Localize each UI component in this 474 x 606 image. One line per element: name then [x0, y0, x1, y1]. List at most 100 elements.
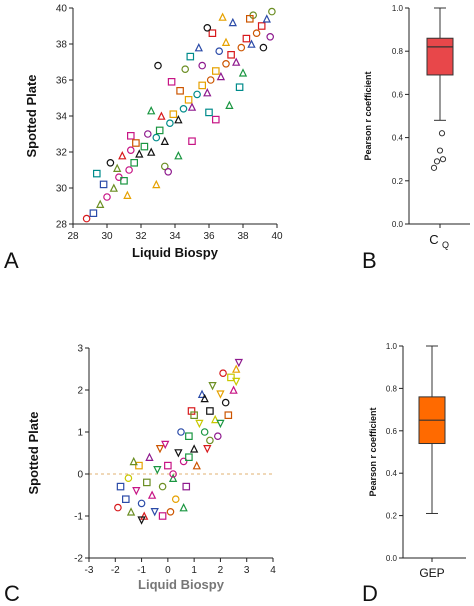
panel-a-point: [205, 108, 213, 117]
panel-letter-a: A: [4, 248, 19, 273]
panel-a-x-tick-label: 38: [237, 231, 249, 242]
panel-a-point: [130, 159, 139, 167]
panel-c-point: [137, 499, 146, 508]
panel-d-boxplot: 0.0 0.2 0.4 0.6 0.8 1.0 GEP Pearson r coeffic…: [368, 342, 466, 580]
panel-c-x-tick-label: -2: [111, 565, 120, 576]
panel-c-point: [211, 414, 220, 424]
panel-c-point: [114, 503, 122, 512]
panel-c-point: [197, 389, 207, 398]
panel-a-point: [259, 43, 268, 52]
panel-a-points: [82, 7, 276, 223]
panel-a-point: [147, 106, 156, 115]
panel-a-point: [113, 163, 122, 172]
panel-a-point: [96, 199, 105, 208]
panel-a-point: [127, 146, 135, 155]
panel-a-point: [212, 115, 220, 124]
panel-a-point: [140, 142, 149, 151]
panel-a-x-tick-label: 36: [203, 231, 215, 242]
panel-a-point: [237, 43, 246, 52]
panel-b-outlier: [438, 130, 446, 137]
panel-a-x-tick-label: 30: [101, 231, 113, 242]
panel-b-y-tick-label: 0.4: [392, 134, 404, 143]
panel-a-point: [82, 214, 91, 223]
panel-c-point: [150, 508, 159, 517]
panel-c-x-tick-label: 2: [218, 565, 224, 576]
panel-c-x-ticks: -3 -2 -1 0 1 2 3 4: [85, 558, 276, 576]
panel-c-point: [166, 507, 175, 516]
panel-b-y-tick-label: 0.2: [392, 177, 404, 186]
panel-c-point: [182, 482, 191, 491]
panel-a-point: [132, 139, 140, 147]
panel-c-point: [190, 411, 198, 420]
panel-a-x-tick-label: 40: [271, 231, 283, 242]
panel-a-point: [144, 130, 152, 138]
panel-a-point: [186, 52, 195, 61]
panel-a-y-ticks: 28 30 32 34 36 38 40: [56, 4, 73, 231]
panel-d-y-tick-label: 0.4: [386, 469, 398, 478]
panel-a-point: [212, 67, 220, 75]
panel-c-point: [206, 407, 214, 415]
panel-b-y-label: Pearson r coefficient: [363, 71, 373, 160]
panel-b-boxplot: 0.0 0.2 0.4 0.6 0.8 1.0 C Q Pearson r coeffic…: [363, 4, 470, 250]
panel-d-y-tick-label: 0.6: [386, 427, 398, 436]
panel-c-y-ticks: -2 -1 0 1 2 3: [74, 344, 89, 565]
panel-c-point: [189, 444, 199, 453]
panel-d-box: [418, 345, 446, 514]
panel-c-x-tick-label: -1: [137, 565, 146, 576]
panel-a-point: [225, 100, 234, 110]
panel-a-point: [193, 90, 201, 99]
panel-a-point: [203, 88, 212, 97]
panel-c-point: [179, 503, 188, 512]
panel-a-point: [152, 179, 161, 189]
panel-c-y-label: Spotted Plate: [26, 411, 41, 494]
panel-a-point: [176, 86, 184, 95]
panel-c-point: [216, 419, 225, 429]
panel-b-iqr-box: [426, 37, 454, 76]
panel-c-point: [132, 487, 141, 496]
panel-c-point: [137, 516, 146, 525]
panel-a-y-tick-label: 34: [56, 112, 68, 123]
panel-c-y-tick-label: 1: [77, 428, 83, 439]
panel-a-point: [242, 34, 251, 43]
panel-b-box: [426, 7, 454, 171]
panel-a-point: [155, 126, 164, 135]
panel-d-y-label: Pearson r coefficient: [368, 407, 378, 496]
panel-d-y-tick-label: 0.8: [386, 384, 398, 393]
panel-a-point: [187, 102, 197, 111]
panel-a-x-tick-label: 34: [169, 231, 181, 242]
panel-c-x-tick-label: 4: [270, 565, 276, 576]
panel-a-point: [123, 190, 132, 199]
panel-a-point: [188, 137, 196, 146]
panel-c-point: [200, 393, 209, 403]
panel-a-plot-area: [73, 8, 277, 224]
panel-a-x-label: Liquid Biospy: [132, 245, 219, 260]
panel-a-point: [181, 65, 190, 74]
panel-a-y-tick-label: 36: [56, 76, 68, 87]
panel-b-outlier: [439, 156, 447, 163]
panel-c-point: [168, 473, 178, 482]
panel-a-y-label: Spotted Plate: [24, 74, 39, 157]
panel-c-x-tick-label: 1: [191, 565, 197, 576]
panel-c-point: [192, 461, 201, 470]
panel-c-point: [219, 369, 227, 378]
panel-a-y-tick-label: 38: [56, 40, 68, 51]
panel-a-point: [160, 136, 169, 145]
panel-a-y-tick-label: 40: [56, 4, 68, 15]
panel-a-point: [208, 29, 217, 38]
panel-c-point: [214, 432, 222, 441]
panel-d-y-ticks: 0.0 0.2 0.4 0.6 0.8 1.0: [386, 342, 403, 563]
panel-letter-c: C: [4, 581, 20, 606]
panel-a-y-tick-label: 28: [56, 220, 68, 231]
panel-a-point: [169, 110, 178, 119]
panel-a-point: [203, 23, 212, 32]
panel-c-point: [129, 456, 138, 466]
panel-c-y-tick-label: 3: [77, 344, 83, 355]
panel-b-category-subscript: Q: [442, 240, 449, 250]
panel-a-point: [266, 32, 275, 41]
panel-c-points: [114, 358, 243, 525]
panel-a-point: [179, 105, 188, 113]
panel-c-point: [169, 470, 177, 478]
panel-a-point: [147, 147, 156, 156]
panel-a-point: [194, 43, 203, 52]
panel-a-point: [164, 168, 173, 176]
